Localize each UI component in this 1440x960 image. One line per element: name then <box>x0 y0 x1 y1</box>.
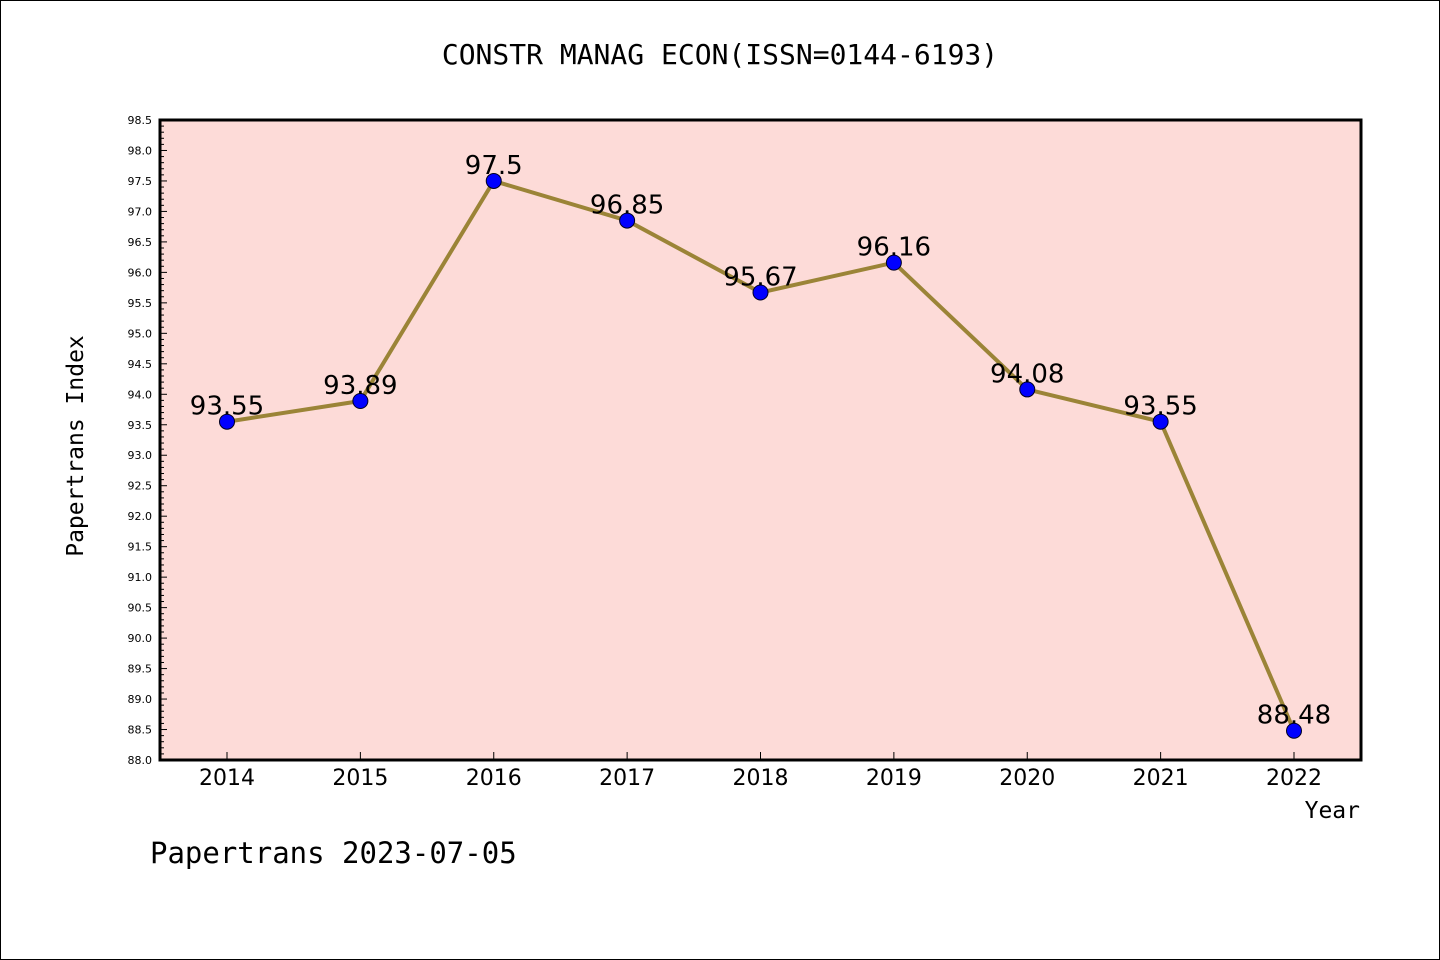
y-tick-label: 93.5 <box>128 419 153 432</box>
footer-note: Papertrans 2023-07-05 <box>150 836 517 870</box>
data-point-marker <box>752 284 769 301</box>
data-point-marker <box>219 413 235 430</box>
x-tick-label: 2019 <box>866 766 922 791</box>
data-label: 96.85 <box>590 191 664 221</box>
y-tick-label: 89.0 <box>128 693 153 706</box>
y-tick-label: 90.5 <box>128 602 153 615</box>
y-tick-label: 91.0 <box>128 571 153 584</box>
y-tick-label: 98.0 <box>128 144 153 157</box>
data-label: 93.55 <box>1123 392 1197 422</box>
data-point-marker <box>485 172 502 189</box>
x-tick-label: 2017 <box>599 766 655 791</box>
x-axis-ticks: 2014 2015 2016 2017 2018 2019 2020 2021 2022 <box>199 752 1322 791</box>
y-tick-label: 93.0 <box>128 449 153 462</box>
data-point-marker <box>619 212 636 229</box>
y-tick-label: 98.5 <box>128 114 153 127</box>
data-point-marker <box>1286 722 1302 739</box>
x-tick-label: 2018 <box>733 766 789 791</box>
y-tick-label: 92.0 <box>128 510 153 523</box>
y-tick-label: 92.5 <box>128 480 153 493</box>
plot-border <box>158 118 1363 762</box>
x-tick-label: 2015 <box>332 766 388 791</box>
data-label: 96.16 <box>857 233 931 263</box>
data-point-marker <box>352 392 369 409</box>
data-point-marker <box>885 254 902 271</box>
x-tick-label: 2020 <box>999 766 1055 791</box>
data-label: 88.48 <box>1257 701 1331 731</box>
x-tick-label: 2022 <box>1266 766 1322 791</box>
y-tick-label: 88.0 <box>128 754 153 767</box>
y-tick-label: 95.5 <box>128 297 153 310</box>
y-tick-label: 94.0 <box>128 388 153 401</box>
data-label: 93.55 <box>190 392 264 422</box>
data-label: 97.5 <box>465 151 523 181</box>
x-tick-label: 2021 <box>1133 766 1189 791</box>
data-point-marker <box>1019 381 1036 398</box>
y-tick-label: 96.0 <box>128 266 153 279</box>
y-tick-label: 88.5 <box>128 724 153 737</box>
data-labels: 93.55 93.89 97.5 96.85 95.67 96.16 94.08 93.55 8… <box>190 151 1331 731</box>
data-label: 95.67 <box>723 262 797 292</box>
data-label: 93.89 <box>323 371 397 401</box>
y-tick-label: 96.5 <box>128 236 153 249</box>
data-point-marker <box>1152 413 1169 430</box>
y-tick-label: 95.0 <box>128 327 153 340</box>
chart-title: CONSTR MANAG ECON(ISSN=0144-6193) <box>441 38 999 71</box>
y-tick-label: 97.5 <box>128 175 153 188</box>
y-tick-label: 94.5 <box>128 358 153 371</box>
data-points <box>219 172 1302 739</box>
plot-area <box>160 120 1361 760</box>
y-tick-label: 91.5 <box>128 541 153 554</box>
data-label: 94.08 <box>990 359 1064 389</box>
y-axis-ticks: 88.0 88.5 89.0 89.5 90.0 90.5 91.0 91.5 92.0 92.5… <box>128 114 167 767</box>
y-tick-label: 89.5 <box>128 663 153 676</box>
x-tick-label: 2016 <box>466 766 522 791</box>
y-tick-label: 97.0 <box>128 205 153 218</box>
y-tick-label: 90.0 <box>128 632 153 645</box>
x-tick-label: 2014 <box>199 766 255 791</box>
x-axis-label: Year <box>1304 798 1360 824</box>
